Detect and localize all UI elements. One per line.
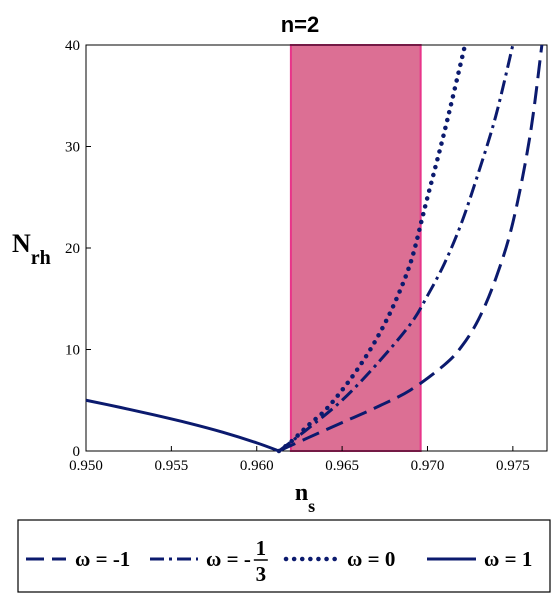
series-line-3 [276,42,468,454]
x-tick-label: 0.970 [411,458,445,474]
y-axis-label: Nrh [12,229,51,269]
tick-layer: 0.950 0.955 0.960 0.965 0.970 0.975 0 10 20 30 40 [65,38,530,474]
x-tick-label: 0.960 [240,458,274,474]
series-layer [85,42,544,454]
y-tick-label: 20 [65,241,80,257]
legend-fraction-denominator: 3 [256,562,267,586]
shaded-band-layer [289,44,422,452]
legend-box [17,519,551,593]
legend-label: ω = - [206,547,251,571]
shaded-band [289,44,422,452]
y-tick-label: 40 [65,38,80,54]
x-tick-label: 0.955 [154,458,188,474]
y-axis-label-sub: rh [31,247,51,269]
series-line-2 [278,44,515,453]
legend-fraction-numerator: 1 [256,536,267,560]
x-tick-label: 0.950 [69,458,103,474]
x-axis-label-sub: s [308,496,315,516]
legend-label: ω = 0 [347,547,395,571]
legend-label: ω = 1 [484,547,532,571]
y-tick-label: 10 [65,343,80,359]
chart-title: n=2 [281,12,320,37]
series-line-4 [85,398,280,453]
x-axis-label: ns [295,480,315,516]
y-axis-label-main: N [12,229,31,258]
x-axis-label-main: n [295,480,308,506]
series-line-1 [278,44,544,453]
legend-label: ω = -1 [75,547,130,571]
x-tick-label: 0.965 [325,458,359,474]
x-tick-label: 0.975 [496,458,530,474]
y-tick-label: 30 [65,140,80,156]
y-tick-label: 0 [73,444,81,460]
